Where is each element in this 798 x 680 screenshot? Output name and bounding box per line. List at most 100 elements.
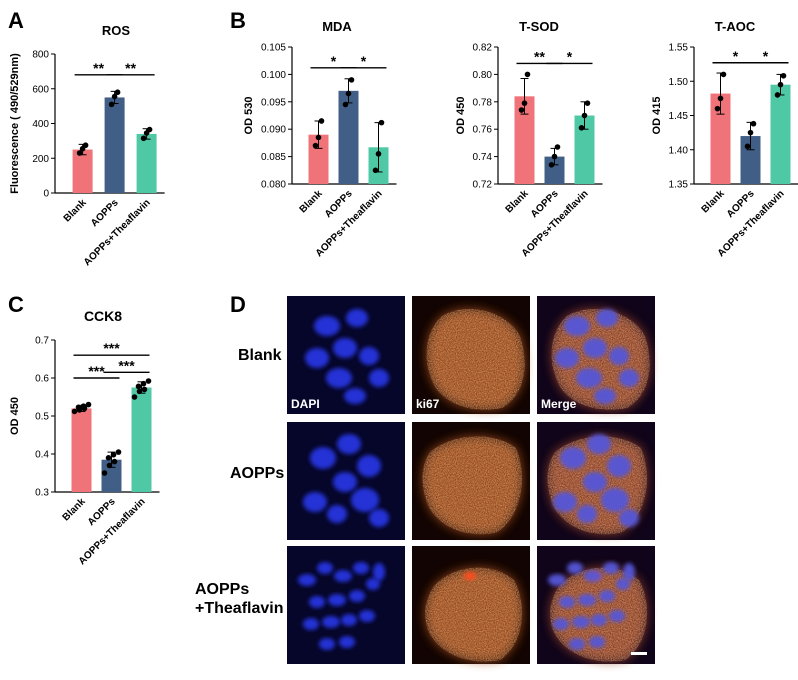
tsod-ytick-label: 0.76 (473, 125, 493, 136)
ros-ytick-label: 600 (32, 84, 49, 95)
tsod-bar-2 (574, 115, 595, 184)
ros-chart: ROS Fluorescence ( 490/529nm) 0 200 400 600 80… (9, 23, 165, 268)
mda-ytick-label: 0.080 (261, 180, 286, 191)
nucleus (322, 616, 340, 628)
nucleus (559, 596, 575, 608)
ros-ytick-label: 200 (32, 154, 49, 165)
cck8-point (110, 451, 117, 458)
nucleus (599, 590, 615, 602)
nucleus (609, 610, 625, 622)
nucleus (333, 338, 357, 358)
ros-ylabel: Fluorescence ( 490/529nm) (9, 53, 21, 194)
cck8-point (140, 380, 147, 387)
nucleus (578, 594, 596, 606)
cck8-point (85, 401, 92, 408)
cell-speckle (425, 567, 523, 662)
nucleus (572, 616, 590, 628)
micro-image-r0-c2: Merge (537, 296, 655, 414)
nucleus (359, 347, 379, 365)
tsod-point (521, 100, 528, 106)
nucleus (310, 447, 336, 469)
cck8-ytick-label: 0.4 (35, 450, 49, 461)
taoc-point (774, 92, 781, 98)
micro-image-r0-c0: DAPI (287, 296, 405, 414)
mda-ytick-label: 0.100 (261, 70, 286, 81)
tsod-ylabel: OD 450 (455, 97, 467, 135)
taoc-point (777, 81, 784, 88)
micro-row-label-theaflavin: AOPPs +Theaflavin (195, 581, 283, 617)
nucleus (326, 368, 352, 388)
ros-point (111, 93, 118, 100)
cck8-point (71, 408, 78, 415)
tsod-ytick-label: 0.80 (473, 70, 493, 81)
nucleus (319, 638, 335, 650)
taoc-ytick-label: 1.55 (669, 43, 689, 54)
tsod-ytick-label: 0.78 (473, 97, 493, 108)
nucleus (351, 488, 379, 512)
cell-speckle (426, 308, 525, 410)
ros-point (82, 142, 89, 149)
taoc-ylabel: OD 415 (651, 97, 663, 135)
mda-point (312, 142, 319, 149)
nucleus (589, 636, 605, 648)
nucleus (548, 574, 566, 586)
mda-title: MDA (322, 19, 352, 34)
mda-ylabel: OD 530 (243, 97, 255, 135)
panel-label-c: C (8, 292, 24, 317)
mda-point (378, 119, 385, 126)
micro-row-label-aopps: AOPPs (230, 465, 284, 482)
cck8-point (135, 383, 142, 390)
micro-image-r2-c0 (287, 546, 405, 664)
mda-bar-1 (338, 90, 359, 184)
tsod-point (584, 100, 591, 106)
nucleus (609, 347, 629, 365)
tsod-title: T-SOD (519, 19, 559, 34)
cell-speckle (422, 436, 522, 535)
nucleus (560, 447, 586, 469)
mda-sig-label-1: * (361, 53, 367, 69)
channel-label-merge: Merge (541, 397, 577, 411)
nucleus (564, 316, 590, 336)
nucleus (353, 562, 369, 574)
mda-category-label-0: Blank (298, 188, 325, 215)
cck8-point (105, 455, 112, 461)
taoc-point (714, 105, 721, 112)
nucleus (567, 562, 583, 574)
mda-point (342, 101, 349, 108)
taoc-ytick-label: 1.40 (669, 145, 689, 156)
micro-image-r2-c2 (537, 546, 655, 664)
nucleus (298, 574, 316, 586)
nucleus (344, 388, 366, 404)
micro-image-r0-c1: ki67 (412, 296, 530, 414)
cck8-ytick-label: 0.6 (35, 374, 49, 385)
tsod-point (551, 153, 558, 160)
taoc-title: T-AOC (715, 19, 756, 34)
nucleus (349, 590, 365, 602)
cck8-sig-label-0: *** (103, 340, 120, 356)
cck8-point (111, 458, 118, 465)
nucleus (555, 348, 579, 368)
panel-label-b: B (230, 8, 246, 33)
mda-point (348, 77, 355, 83)
mda-chart: MDA OD 530 0.080 0.085 0.090 0.095 0.100 0.105 B… (243, 19, 397, 259)
nucleus (619, 509, 639, 527)
channel-label-dapi: DAPI (291, 397, 320, 411)
cck8-sig-label-1: *** (88, 363, 105, 379)
ros-sig-label-0: ** (93, 60, 104, 76)
mda-point (318, 118, 325, 124)
taoc-ytick-label: 1.35 (669, 180, 689, 191)
tsod-category-label-0: Blank (504, 188, 531, 215)
nucleus (596, 309, 618, 327)
cck8-point (131, 394, 138, 400)
microscopy-grid: DAPI ki67 Merge (287, 296, 655, 664)
ros-point (146, 126, 153, 133)
mda-sig-label-0: * (331, 53, 337, 69)
ros-category-label-0: Blank (62, 197, 89, 224)
nucleus (327, 505, 347, 523)
taoc-point (747, 129, 754, 136)
cck8-point (75, 404, 82, 411)
taoc-ytick-label: 1.50 (669, 77, 689, 88)
taoc-point (717, 95, 724, 102)
ros-ytick-label: 0 (43, 189, 49, 200)
